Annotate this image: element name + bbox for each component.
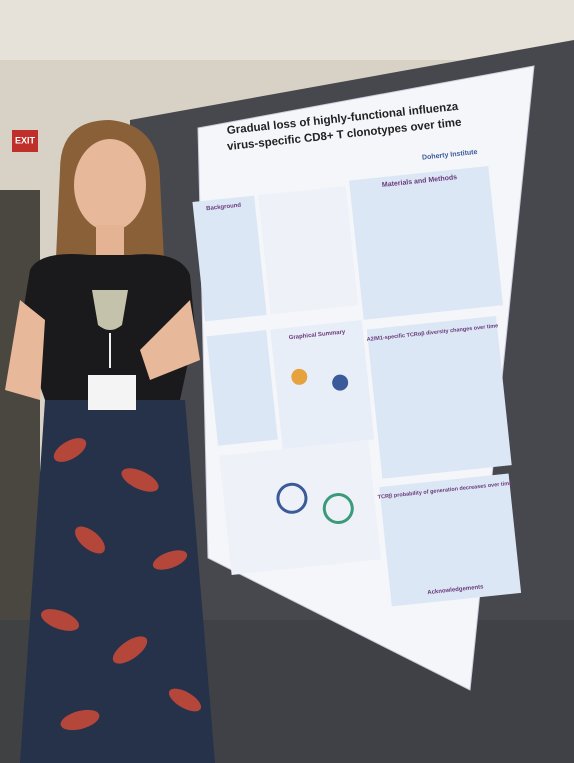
exit-text: EXIT [15, 135, 36, 145]
figure-icon [291, 368, 308, 385]
section-heading: Acknowledgements [427, 584, 484, 596]
figure-icon [276, 482, 308, 514]
ceiling [0, 0, 574, 60]
panel [219, 439, 381, 576]
panel [349, 165, 503, 320]
skirt [20, 400, 215, 763]
panel [192, 195, 267, 322]
face [74, 139, 146, 231]
neck [96, 225, 124, 255]
panel [270, 320, 375, 449]
section-heading: Graphical Summary [289, 329, 347, 341]
wine-glass [92, 290, 128, 330]
section-heading: Background [206, 203, 242, 213]
arm [140, 300, 200, 380]
panel [366, 315, 512, 479]
panel [379, 473, 522, 607]
exit-sign [12, 130, 38, 152]
figure-icon [322, 492, 354, 524]
arm [5, 300, 45, 400]
skirt-pattern [40, 438, 202, 731]
panel [258, 185, 359, 315]
name-badge [88, 375, 136, 410]
figure-icon [332, 374, 349, 391]
panel [206, 330, 278, 446]
